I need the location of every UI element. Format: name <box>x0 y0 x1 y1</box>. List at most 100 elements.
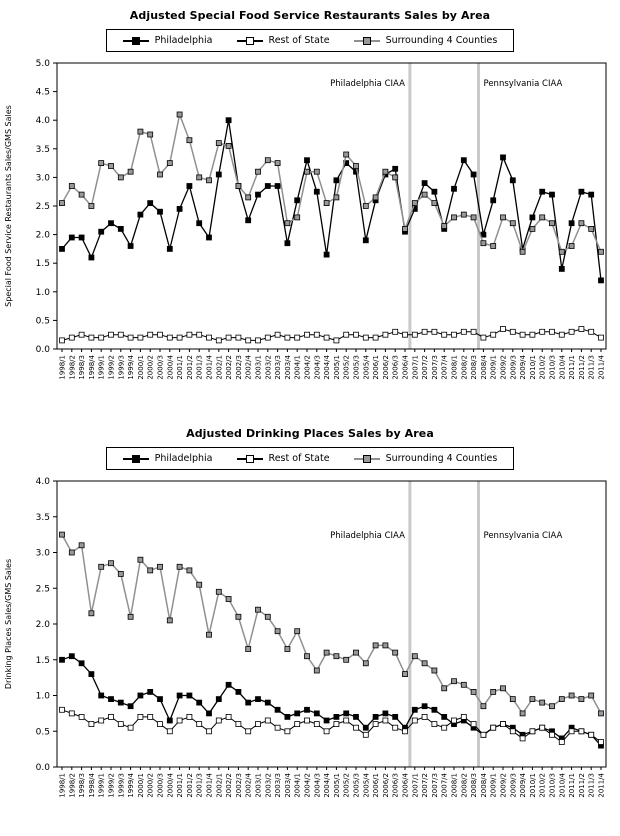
svg-text:2009/1: 2009/1 <box>490 355 498 380</box>
svg-text:2011/1: 2011/1 <box>568 773 576 798</box>
svg-text:2007/4: 2007/4 <box>441 772 449 797</box>
svg-text:2010/2: 2010/2 <box>539 355 547 380</box>
annotation-label: Philadelphia CIAA <box>330 79 405 89</box>
svg-text:2007/1: 2007/1 <box>411 355 419 380</box>
series-marker-icon <box>353 454 380 463</box>
svg-text:1998/2: 1998/2 <box>68 355 76 380</box>
legend-label: Philadelphia <box>154 35 213 46</box>
y-axis: 0.0 0.5 1.0 1.5 2.0 2.5 3.0 3.5 4.0 4.5 5.0 <box>36 59 57 355</box>
svg-text:2002/3: 2002/3 <box>235 355 243 380</box>
legend-item: Rest of State <box>236 453 330 464</box>
svg-text:2008/2: 2008/2 <box>460 355 468 380</box>
svg-text:2000/2: 2000/2 <box>147 773 155 798</box>
svg-text:2001/4: 2001/4 <box>206 772 214 797</box>
svg-text:2002/4: 2002/4 <box>245 772 253 797</box>
svg-text:2006/4: 2006/4 <box>402 772 410 797</box>
svg-text:2001/1: 2001/1 <box>176 355 184 380</box>
svg-text:2007/3: 2007/3 <box>431 773 439 798</box>
svg-text:2008/4: 2008/4 <box>480 354 488 379</box>
x-axis: 1998/1 1998/2 1998/3 1998/4 1999/1 1999/2 1999… <box>59 349 606 380</box>
legend-label: Surrounding 4 Counties <box>385 35 498 46</box>
svg-text:2002/2: 2002/2 <box>225 355 233 380</box>
svg-text:2005/1: 2005/1 <box>333 773 341 798</box>
svg-text:1.5: 1.5 <box>36 656 50 666</box>
svg-text:2001/3: 2001/3 <box>196 773 204 798</box>
svg-text:2003/1: 2003/1 <box>255 355 263 380</box>
svg-text:2005/4: 2005/4 <box>362 772 370 797</box>
svg-text:2009/4: 2009/4 <box>519 354 527 379</box>
svg-text:2010/1: 2010/1 <box>529 355 537 380</box>
svg-text:2001/2: 2001/2 <box>186 773 194 798</box>
svg-text:1998/3: 1998/3 <box>78 355 86 380</box>
chart-title: Adjusted Drinking Places Sales by Area <box>186 427 434 440</box>
y-axis-label: Drinking Places Sales/GMS Sales <box>4 559 13 689</box>
legend: Philadelphia Rest of State Surrounding 4 C… <box>105 447 515 470</box>
svg-text:0.0: 0.0 <box>36 345 51 355</box>
svg-text:2003/4: 2003/4 <box>284 354 292 379</box>
svg-text:1999/1: 1999/1 <box>98 773 106 798</box>
svg-text:2010/3: 2010/3 <box>549 355 557 380</box>
series-philadelphia <box>59 117 604 284</box>
svg-text:2003/3: 2003/3 <box>274 773 282 798</box>
svg-text:2011/1: 2011/1 <box>568 355 576 380</box>
svg-text:2010/2: 2010/2 <box>539 773 547 798</box>
series-marker-icon <box>353 36 380 45</box>
plot-frame <box>56 480 607 768</box>
svg-text:2005/2: 2005/2 <box>343 773 351 798</box>
svg-text:2000/4: 2000/4 <box>166 772 174 797</box>
svg-text:2006/2: 2006/2 <box>382 355 390 380</box>
svg-text:2000/3: 2000/3 <box>157 773 165 798</box>
svg-text:0.5: 0.5 <box>36 316 50 326</box>
svg-text:2004/3: 2004/3 <box>313 773 321 798</box>
svg-text:2006/1: 2006/1 <box>372 773 380 798</box>
svg-text:2004/1: 2004/1 <box>294 773 302 798</box>
svg-text:2009/3: 2009/3 <box>509 773 517 798</box>
svg-text:5.0: 5.0 <box>36 59 51 69</box>
svg-text:1999/2: 1999/2 <box>108 355 116 380</box>
svg-text:3.5: 3.5 <box>36 145 50 155</box>
legend-label: Surrounding 4 Counties <box>385 453 498 464</box>
svg-text:1998/3: 1998/3 <box>78 773 86 798</box>
svg-text:2007/2: 2007/2 <box>421 355 429 380</box>
svg-text:2011/3: 2011/3 <box>588 773 596 798</box>
svg-text:2010/3: 2010/3 <box>549 773 557 798</box>
svg-text:2004/1: 2004/1 <box>294 355 302 380</box>
svg-text:1999/2: 1999/2 <box>108 773 116 798</box>
svg-text:2010/4: 2010/4 <box>558 772 566 797</box>
svg-text:2002/3: 2002/3 <box>235 773 243 798</box>
svg-text:2001/2: 2001/2 <box>186 355 194 380</box>
svg-text:3.0: 3.0 <box>36 549 51 559</box>
svg-text:2009/1: 2009/1 <box>490 773 498 798</box>
svg-text:2007/3: 2007/3 <box>431 355 439 380</box>
y-axis-label: Special Food Service Restaurants Sales/G… <box>4 105 13 307</box>
svg-text:2003/4: 2003/4 <box>284 772 292 797</box>
svg-text:2006/4: 2006/4 <box>402 354 410 379</box>
svg-text:2008/1: 2008/1 <box>451 773 459 798</box>
plot-frame <box>56 62 607 350</box>
svg-text:2003/2: 2003/2 <box>264 355 272 380</box>
svg-text:1998/1: 1998/1 <box>59 355 67 380</box>
svg-text:1998/4: 1998/4 <box>88 772 96 797</box>
chart-drinking-places: Adjusted Drinking Places Sales by Area P… <box>0 418 620 836</box>
svg-text:2002/1: 2002/1 <box>215 773 223 798</box>
svg-text:2010/1: 2010/1 <box>529 773 537 798</box>
svg-text:4.0: 4.0 <box>36 116 51 126</box>
series-rest-of-state <box>59 326 604 344</box>
svg-text:2011/2: 2011/2 <box>578 773 586 798</box>
svg-text:2009/2: 2009/2 <box>500 355 508 380</box>
svg-text:2007/1: 2007/1 <box>411 773 419 798</box>
svg-text:2007/4: 2007/4 <box>441 354 449 379</box>
legend-label: Rest of State <box>268 453 330 464</box>
legend-item: Rest of State <box>236 35 330 46</box>
svg-text:2000/1: 2000/1 <box>137 773 145 798</box>
svg-text:2011/4: 2011/4 <box>598 354 606 379</box>
svg-text:2.0: 2.0 <box>36 231 51 241</box>
series-surrounding-4-counties <box>59 111 604 255</box>
svg-text:3.5: 3.5 <box>36 513 50 523</box>
svg-text:2005/3: 2005/3 <box>353 773 361 798</box>
svg-text:1998/4: 1998/4 <box>88 354 96 379</box>
series-surrounding-4-counties <box>59 531 604 717</box>
svg-text:4.5: 4.5 <box>36 88 50 98</box>
